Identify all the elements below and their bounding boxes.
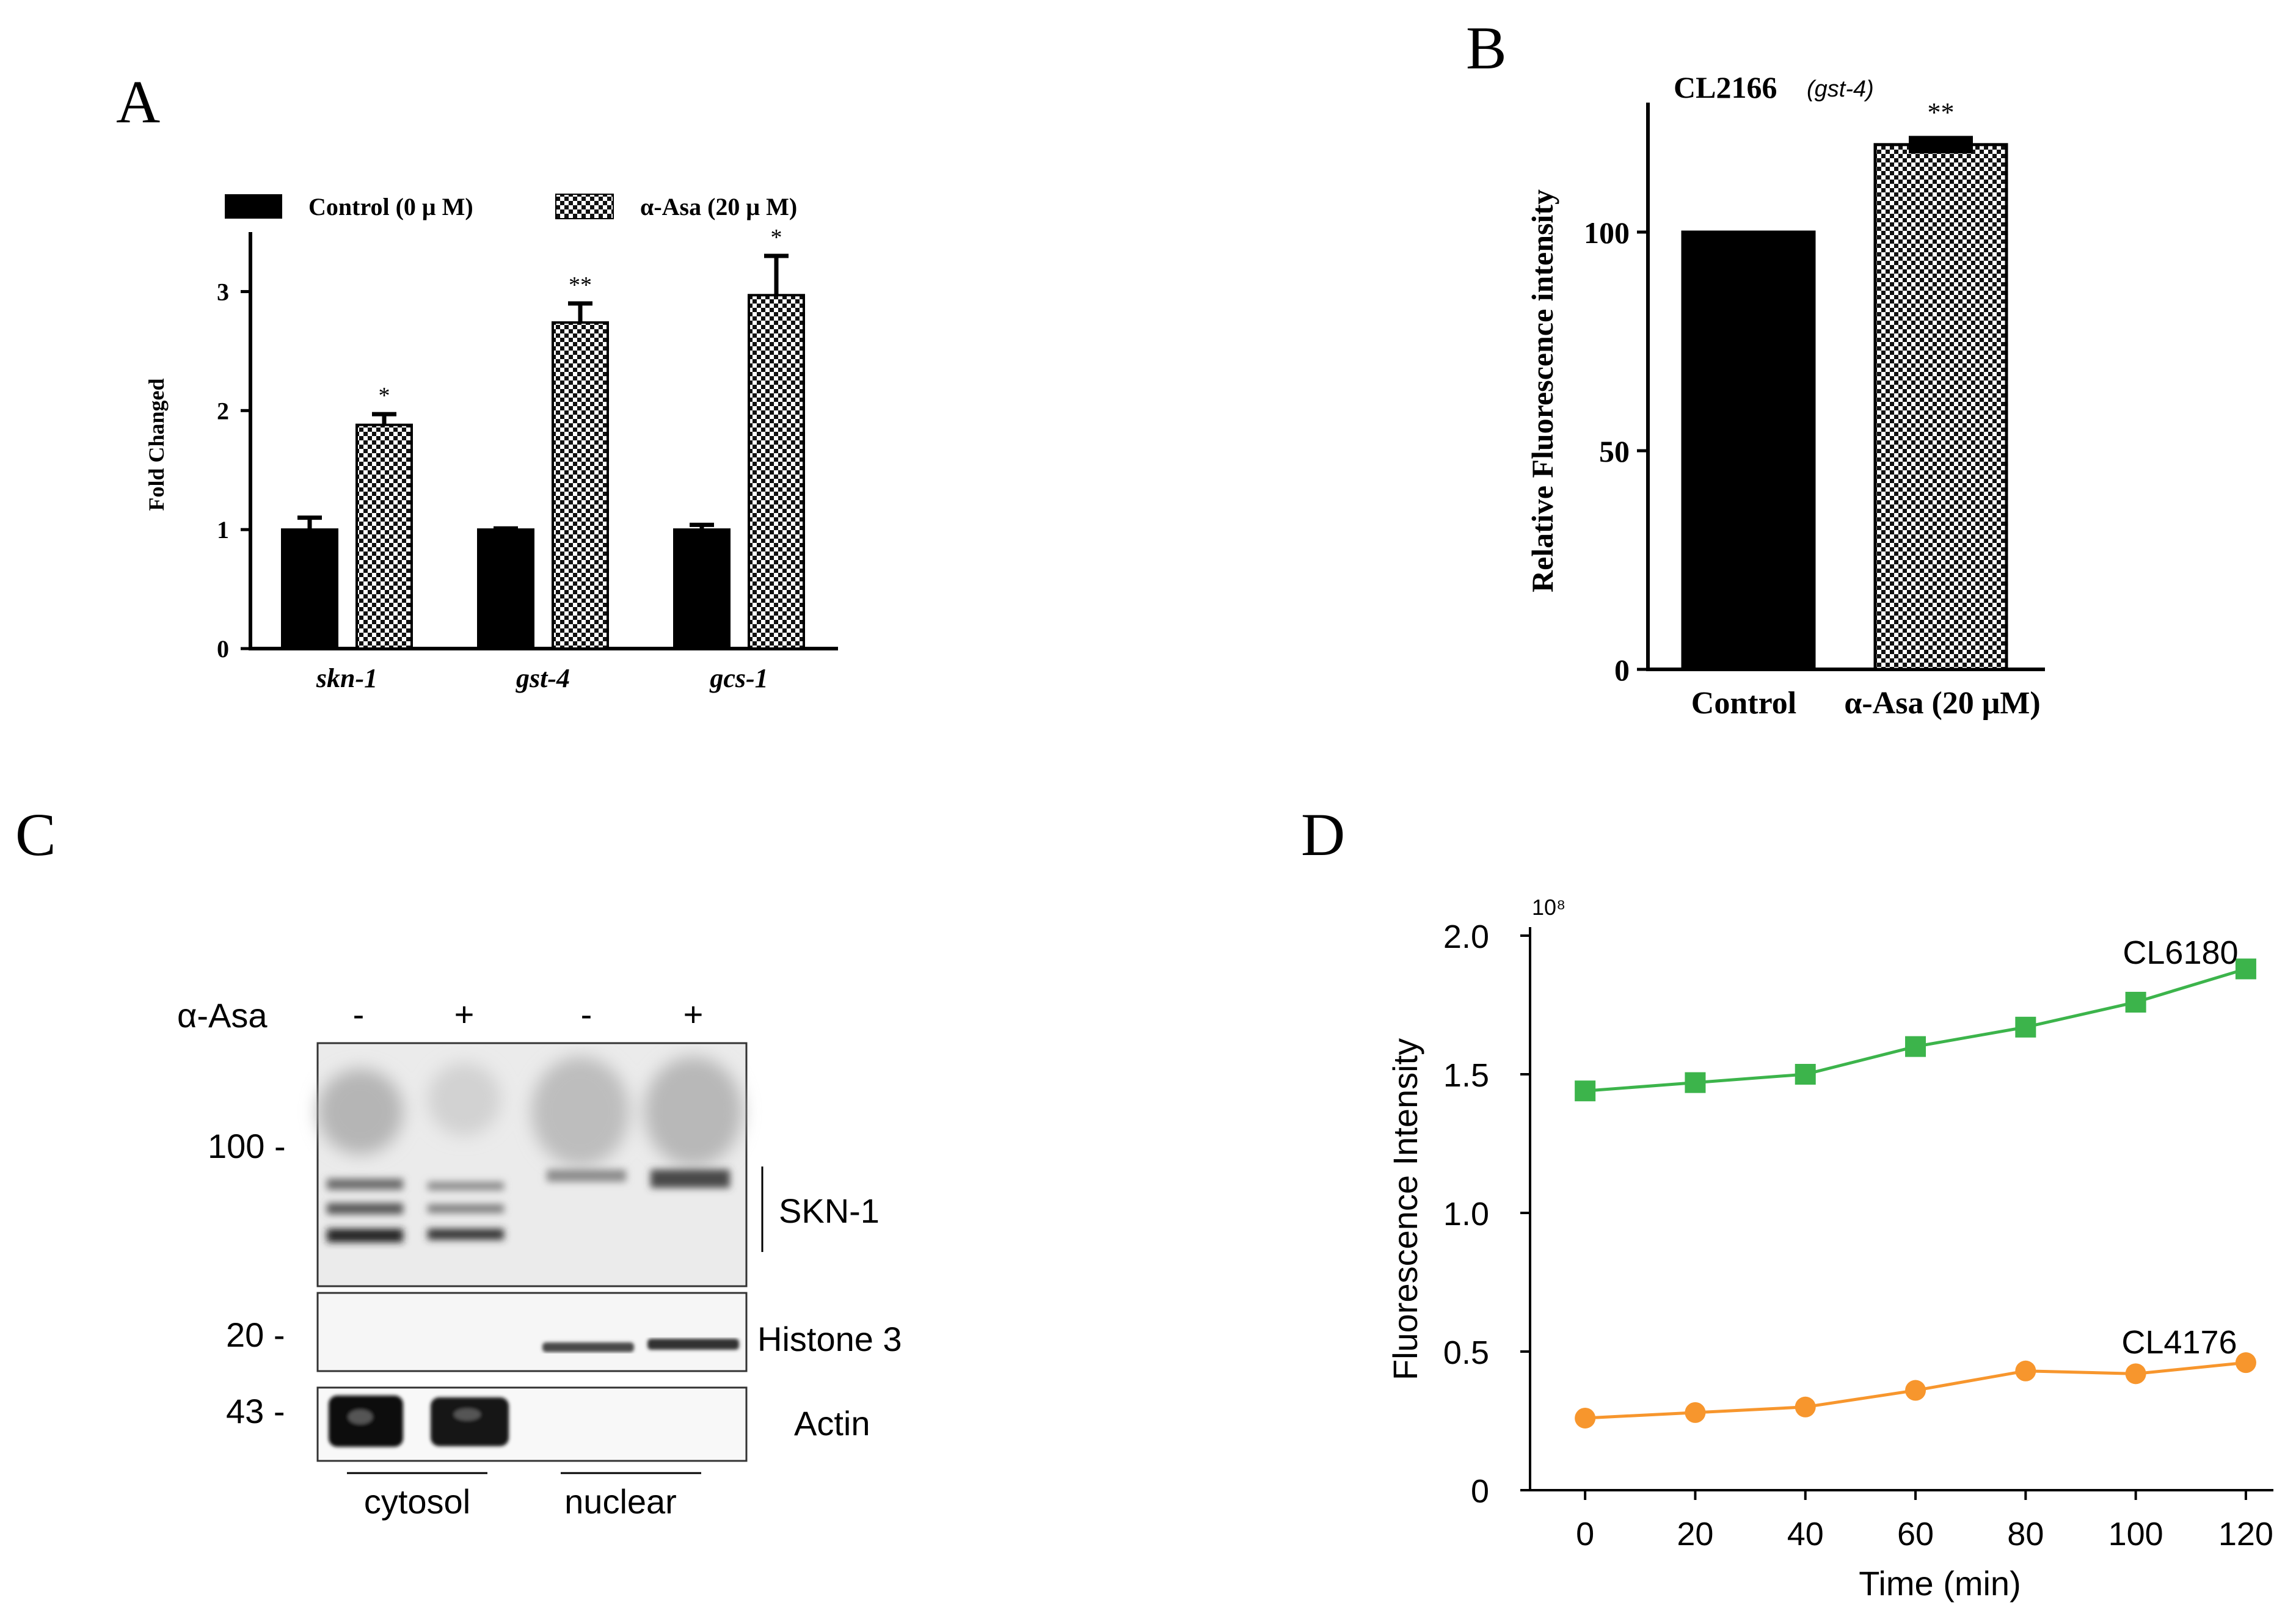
series-label-cl6180: CL6180 — [2123, 934, 2238, 971]
error-bar-b — [1909, 136, 1973, 154]
significance-a: * — [771, 225, 782, 250]
band-label-actin: Actin — [794, 1404, 870, 1443]
y-tick-label-b: 50 — [1599, 434, 1630, 468]
legend-swatch-control — [225, 194, 282, 219]
x-axis-label-d: Time (min) — [1859, 1564, 2021, 1603]
lane-sign-4: + — [683, 995, 704, 1033]
point-cl4176 — [1575, 1407, 1596, 1429]
series-label-cl4176: CL4176 — [2121, 1324, 2237, 1361]
x-tick-label-d: 80 — [2007, 1516, 2044, 1552]
x-tick-label-d: 40 — [1787, 1516, 1824, 1552]
point-cl6180 — [2235, 958, 2256, 980]
significance-b: ** — [1928, 97, 1955, 127]
y-tick-label-b: 0 — [1614, 653, 1630, 687]
panel-label-d: D — [1301, 801, 1345, 868]
y-tick-label-a: 3 — [217, 278, 229, 305]
point-cl4176 — [1795, 1396, 1816, 1418]
fraction-label-nuclear: nuclear — [564, 1482, 677, 1521]
y-tick-label-b: 100 — [1584, 216, 1630, 250]
category-label-b: α-Asa (20 μM) — [1844, 686, 2040, 721]
series-line-cl6180 — [1584, 967, 2247, 1093]
point-cl4176 — [2235, 1352, 2256, 1374]
marker-100: 100 - — [208, 1127, 286, 1165]
legend-label-asa: α-Asa (20 μ M) — [640, 193, 797, 220]
category-label-a: gcs-1 — [709, 663, 768, 693]
y-tick-label-d: 2.0 — [1443, 919, 1489, 955]
lane-sign-1: - — [353, 995, 365, 1033]
fraction-label-cytosol: cytosol — [364, 1482, 470, 1521]
x-tick-label-d: 60 — [1897, 1516, 1934, 1552]
x-tick-label-d: 20 — [1677, 1516, 1713, 1552]
category-label-a: skn-1 — [316, 663, 377, 693]
panel-c: C α-Asa - + - + — [15, 801, 902, 1521]
chart-subtitle-b: (gst-4) — [1807, 76, 1874, 102]
bar--asa-20-m--skn-1 — [355, 423, 413, 650]
y-axis-label-d: Fluorescence Intensity — [1386, 1038, 1424, 1380]
lane-sign-3: - — [581, 995, 592, 1033]
y-tick-label-d: 1.5 — [1443, 1057, 1489, 1094]
panel-label-a: A — [116, 68, 160, 136]
significance-a: ** — [569, 272, 592, 298]
bar--asa-20-m--gcs-1 — [748, 294, 805, 650]
x-tick-label-d: 120 — [2218, 1516, 2273, 1552]
band-label-skn1: SKN-1 — [779, 1192, 880, 1230]
panel-label-c: C — [15, 801, 56, 868]
lane-sign-2: + — [454, 995, 475, 1033]
point-cl4176 — [1685, 1402, 1706, 1423]
y-tick-label-a: 1 — [217, 516, 229, 544]
point-cl6180 — [1685, 1072, 1706, 1093]
significance-a: * — [379, 383, 390, 409]
y-tick-label-d: 1.0 — [1443, 1196, 1489, 1232]
bar-control-0-m--gst-4 — [477, 528, 534, 650]
bar-b-1 — [1873, 143, 2008, 671]
point-cl6180 — [2125, 991, 2146, 1013]
panel-a: A Control (0 μ M) α-Asa (20 μ M) Fold Ch… — [116, 68, 838, 693]
y-axis-label-b: Relative Fluorescence intensity — [1525, 189, 1559, 592]
treatment-label: α-Asa — [177, 996, 268, 1035]
legend-label-control: Control (0 μ M) — [308, 193, 473, 220]
blot-histone3 — [316, 1292, 748, 1372]
point-cl4176 — [1905, 1380, 1926, 1401]
point-cl6180 — [1905, 1036, 1926, 1057]
band-label-histone3: Histone 3 — [757, 1320, 902, 1358]
point-cl4176 — [2125, 1363, 2146, 1385]
legend-swatch-asa — [555, 194, 614, 219]
blot-actin — [316, 1386, 748, 1462]
bar-control-0-m--gcs-1 — [673, 528, 731, 650]
panel-d: D 10⁸ Fluorescence Intensity Time (min) … — [1301, 801, 2273, 1603]
y-axis-label-a: Fold Changed — [144, 378, 169, 511]
bar-control-0-m--skn-1 — [281, 528, 338, 650]
y-tick-label-d: 0 — [1471, 1473, 1489, 1510]
x-tick-label-d: 0 — [1576, 1516, 1594, 1552]
point-cl6180 — [2015, 1016, 2036, 1038]
marker-43: 43 - — [226, 1392, 285, 1430]
y-tick-label-a: 0 — [217, 635, 229, 663]
legend-a: Control (0 μ M) α-Asa (20 μ M) — [225, 193, 797, 220]
category-label-b: Control — [1691, 686, 1796, 721]
bar--asa-20-m--gst-4 — [552, 321, 609, 650]
marker-20: 20 - — [226, 1316, 285, 1354]
y-multiplier-d: 10⁸ — [1532, 895, 1565, 920]
y-tick-label-a: 2 — [217, 397, 229, 424]
panel-label-b: B — [1466, 14, 1507, 82]
point-cl6180 — [1795, 1064, 1816, 1085]
point-cl6180 — [1575, 1080, 1596, 1102]
chart-title-b: CL2166 — [1674, 70, 1777, 104]
x-tick-label-d: 100 — [2108, 1516, 2163, 1552]
bar-b-0 — [1681, 230, 1816, 671]
blot-skn1 — [316, 1042, 748, 1287]
y-tick-label-d: 0.5 — [1443, 1334, 1489, 1371]
category-label-a: gst-4 — [516, 663, 570, 693]
point-cl4176 — [2015, 1360, 2036, 1381]
panel-b: B CL2166 (gst-4) Relative Fluorescence i… — [1466, 14, 2045, 721]
